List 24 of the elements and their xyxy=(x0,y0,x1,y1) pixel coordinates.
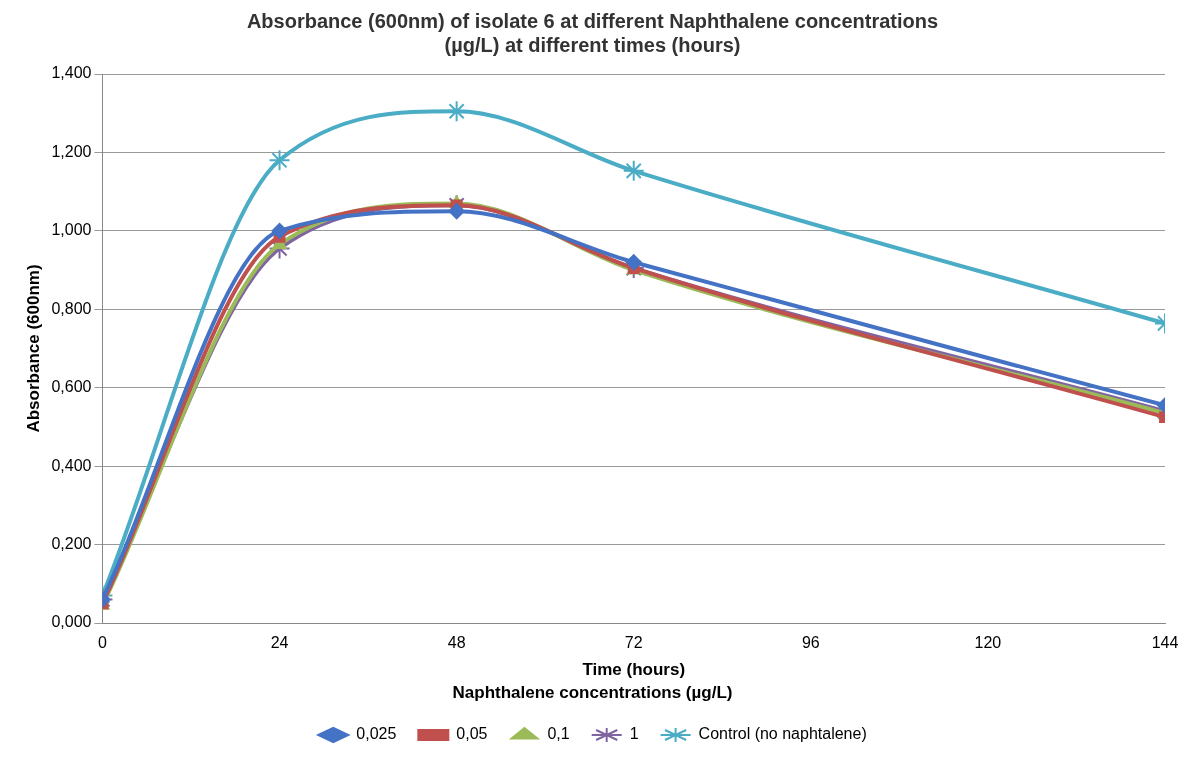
x-tick-label: 120 xyxy=(974,634,1002,652)
y-tick-label: 0,600 xyxy=(51,378,92,396)
y-tick-label: 1,000 xyxy=(51,221,92,239)
y-axis-title: Absorbance (600nm) xyxy=(23,264,43,433)
x-tick-label: 144 xyxy=(1151,634,1179,652)
x-tick-label: 48 xyxy=(447,634,466,652)
legend-label: 0,1 xyxy=(547,725,570,743)
legend-title: Naphthalene concentrations (µg/L) xyxy=(452,682,733,702)
x-axis-title: Time (hours) xyxy=(582,660,686,680)
x-tick-label: 72 xyxy=(624,634,643,652)
y-tick-label: 0,800 xyxy=(51,299,92,317)
y-tick-label: 0,200 xyxy=(51,534,92,552)
x-tick-label: 0 xyxy=(97,634,107,652)
legend-label: 1 xyxy=(629,725,639,743)
x-tick-label: 96 xyxy=(801,634,820,652)
y-tick-label: 0,400 xyxy=(51,456,92,474)
y-tick-label: 1,200 xyxy=(51,142,92,160)
chart-title: Absorbance (600nm) of isolate 6 at different Naphthalene concentrations (µg/L) at different times (hours) xyxy=(246,9,939,56)
legend-label: Control (no naphtalene) xyxy=(698,725,867,743)
y-tick-label: 0,000 xyxy=(51,613,92,631)
legend-label: 0,05 xyxy=(456,725,488,743)
x-tick-label: 24 xyxy=(270,634,289,652)
legend-label: 0,025 xyxy=(356,725,397,743)
y-tick-label: 1,400 xyxy=(51,64,92,82)
